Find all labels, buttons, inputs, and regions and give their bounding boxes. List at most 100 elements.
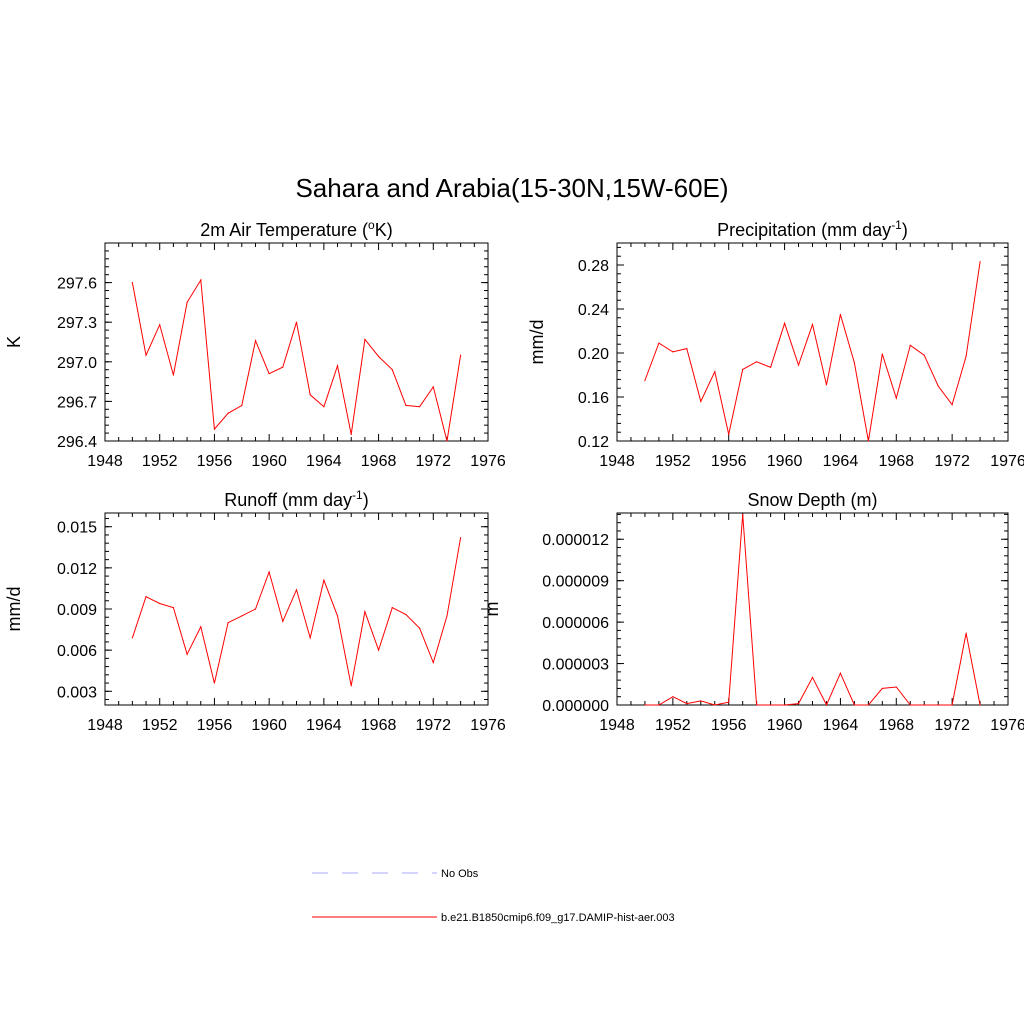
data-point: [460, 537, 462, 539]
legend-label-1: No Obs: [441, 868, 479, 880]
data-point: [419, 627, 421, 629]
data-point: [853, 362, 855, 364]
panel-title-superscript: -1: [891, 218, 902, 232]
data-point: [282, 620, 284, 622]
panel-title-text: Precipitation (mm day: [717, 220, 891, 240]
y-tick-label: 296.4: [57, 434, 97, 451]
x-tick-label: 1968: [878, 717, 914, 734]
data-point: [377, 649, 380, 651]
data-point: [159, 324, 161, 326]
series-line: [644, 514, 981, 707]
y-axis-label: m: [482, 602, 502, 617]
x-tick-label: 1964: [306, 453, 342, 470]
series-line: [131, 537, 462, 686]
x-tick-label: 1976: [990, 453, 1024, 470]
data-point: [895, 686, 897, 688]
data-point: [364, 611, 366, 613]
data-point: [797, 364, 800, 366]
x-tick-label: 1956: [711, 717, 747, 734]
data-point: [881, 353, 883, 355]
data-point: [825, 704, 828, 706]
data-point: [145, 596, 147, 598]
y-axis-label: K: [4, 336, 24, 348]
data-point: [700, 400, 702, 402]
data-point: [159, 602, 161, 605]
y-axis-label: mm/d: [527, 320, 547, 365]
data-point: [965, 632, 967, 634]
data-point: [200, 279, 202, 281]
panel-title-tail: ): [902, 220, 908, 240]
x-tick-label: 1960: [767, 453, 803, 470]
data-point: [186, 653, 188, 655]
data-point: [172, 607, 174, 609]
data-point: [811, 676, 814, 678]
plot-frame: [104, 512, 489, 706]
data-point: [644, 379, 646, 382]
y-tick-label: 0.000006: [542, 615, 609, 632]
plot-frame: [104, 242, 489, 442]
x-tick-label: 1968: [878, 453, 914, 470]
x-tick-label: 1952: [655, 453, 691, 470]
data-point: [728, 433, 730, 435]
data-point: [227, 622, 229, 624]
x-tick-label: 1972: [415, 717, 451, 734]
data-point: [213, 682, 216, 684]
chart-panel-1: 2m Air Temperature (oK) K 1948 1952 1956 1960…: [4, 218, 506, 470]
data-point: [460, 354, 462, 356]
x-tick-label: 1956: [197, 453, 233, 470]
data-point: [254, 340, 257, 342]
x-tick-label: 1964: [306, 717, 342, 734]
x-tick-label: 1952: [142, 453, 178, 470]
data-point: [295, 589, 298, 591]
data-point: [714, 371, 716, 373]
x-tick-label: 1968: [361, 717, 397, 734]
data-point: [446, 440, 448, 442]
data-point: [131, 637, 133, 639]
data-point: [867, 704, 869, 706]
y-tick-label: 0.24: [578, 302, 609, 319]
chart-panel-3: Runoff (mm day-1) mm/d 1948 1952 1956 1960 196…: [4, 488, 506, 734]
panel-title: 2m Air Temperature (oK): [200, 218, 392, 240]
data-point: [756, 361, 758, 363]
data-point: [419, 406, 421, 408]
chart-panel-2: Precipitation (mm day-1) mm/d 1948 1952 1956…: [527, 218, 1024, 470]
data-point: [227, 412, 229, 414]
data-point: [951, 704, 953, 706]
data-point: [853, 704, 855, 706]
x-tick-label: 1972: [934, 453, 970, 470]
data-point: [895, 397, 897, 399]
x-tick-label: 1960: [251, 453, 287, 470]
y-tick-label: 0.000009: [542, 574, 609, 591]
x-tick-label: 1956: [197, 717, 233, 734]
data-point: [909, 704, 911, 706]
data-point: [268, 571, 270, 573]
data-point: [336, 615, 339, 617]
data-point: [756, 704, 758, 706]
y-tick-label: 0.000012: [542, 532, 609, 549]
panel-title-superscript: o: [368, 218, 375, 232]
data-point: [295, 321, 298, 323]
panel-title-tail: ): [363, 490, 369, 510]
data-point: [686, 703, 688, 705]
data-point: [391, 607, 393, 609]
data-point: [742, 368, 744, 371]
data-point: [951, 404, 953, 406]
x-tick-label: 1960: [251, 717, 287, 734]
y-axis-label: mm/d: [4, 587, 24, 632]
x-tick-label: 1976: [470, 453, 506, 470]
x-tick-label: 1964: [823, 453, 859, 470]
panels: 2m Air Temperature (oK) K 1948 1952 1956 1960…: [4, 218, 1024, 734]
y-tick-label: 0.16: [578, 390, 609, 407]
data-point: [672, 351, 674, 353]
panel-title-text: 2m Air Temperature (: [200, 220, 368, 240]
data-point: [644, 704, 646, 706]
data-point: [309, 637, 311, 639]
data-point: [172, 374, 174, 376]
data-point: [923, 354, 925, 356]
y-tick-label: 0.000003: [542, 657, 609, 674]
data-point: [909, 344, 911, 346]
data-point: [797, 703, 800, 705]
panel-title-tail: K): [375, 220, 393, 240]
data-point: [783, 322, 786, 324]
x-tick-label: 1976: [470, 717, 506, 734]
